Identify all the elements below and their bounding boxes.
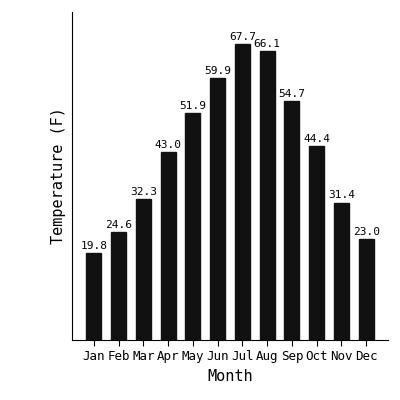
Text: 66.1: 66.1 xyxy=(254,39,281,49)
Bar xyxy=(235,44,250,340)
Bar xyxy=(359,240,374,340)
Text: 59.9: 59.9 xyxy=(204,66,231,76)
Bar xyxy=(136,199,151,340)
Text: 43.0: 43.0 xyxy=(154,140,182,150)
Bar xyxy=(111,232,126,340)
Text: 44.4: 44.4 xyxy=(303,134,330,144)
Bar xyxy=(186,113,200,340)
Y-axis label: Temperature (F): Temperature (F) xyxy=(52,108,66,244)
Bar xyxy=(334,203,349,340)
Text: 19.8: 19.8 xyxy=(80,241,107,251)
Bar xyxy=(309,146,324,340)
Text: 54.7: 54.7 xyxy=(278,88,306,98)
Bar xyxy=(260,51,274,340)
Text: 67.7: 67.7 xyxy=(229,32,256,42)
Bar xyxy=(210,78,225,340)
Text: 23.0: 23.0 xyxy=(353,227,380,237)
X-axis label: Month: Month xyxy=(207,369,253,384)
Text: 24.6: 24.6 xyxy=(105,220,132,230)
Bar xyxy=(161,152,176,340)
Text: 51.9: 51.9 xyxy=(179,101,206,111)
Bar xyxy=(284,101,299,340)
Text: 32.3: 32.3 xyxy=(130,186,157,196)
Text: 31.4: 31.4 xyxy=(328,190,355,200)
Bar xyxy=(86,254,101,340)
